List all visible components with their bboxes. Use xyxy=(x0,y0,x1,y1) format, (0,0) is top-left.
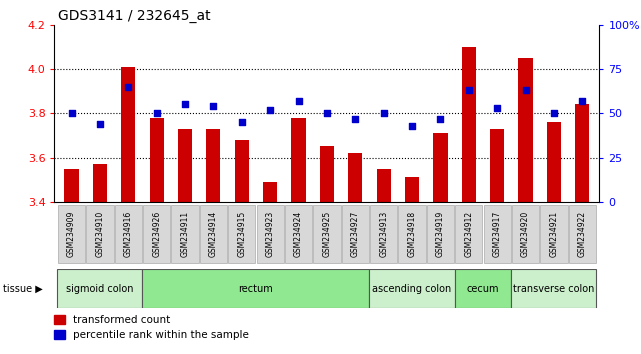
Bar xyxy=(376,169,391,202)
Point xyxy=(435,116,445,121)
Text: GSM234922: GSM234922 xyxy=(578,211,587,257)
Text: GSM234916: GSM234916 xyxy=(124,211,133,257)
Point xyxy=(407,123,417,129)
Point xyxy=(67,110,77,116)
Text: GSM234918: GSM234918 xyxy=(408,211,417,257)
Bar xyxy=(483,205,511,263)
Point xyxy=(151,110,162,116)
Bar xyxy=(228,205,255,263)
Bar xyxy=(115,205,142,263)
Bar xyxy=(149,118,163,202)
Bar xyxy=(57,269,142,308)
Bar xyxy=(121,67,135,202)
Bar xyxy=(206,129,221,202)
Point xyxy=(265,107,275,113)
Point xyxy=(208,103,219,109)
Text: GSM234923: GSM234923 xyxy=(265,211,274,257)
Bar xyxy=(462,47,476,202)
Bar xyxy=(58,205,85,263)
Text: GSM234927: GSM234927 xyxy=(351,211,360,257)
Point xyxy=(463,87,474,93)
Bar xyxy=(575,104,590,202)
Point xyxy=(123,84,133,90)
Bar xyxy=(405,177,419,202)
Point xyxy=(95,121,105,127)
Bar xyxy=(200,205,227,263)
Bar xyxy=(455,205,483,263)
Text: GSM234921: GSM234921 xyxy=(549,211,558,257)
Text: GSM234926: GSM234926 xyxy=(152,211,161,257)
Text: tissue ▶: tissue ▶ xyxy=(3,284,43,293)
Text: GSM234913: GSM234913 xyxy=(379,211,388,257)
Text: GSM234911: GSM234911 xyxy=(181,211,190,257)
Bar xyxy=(540,205,567,263)
Text: GSM234909: GSM234909 xyxy=(67,210,76,257)
Text: ascending colon: ascending colon xyxy=(372,284,452,293)
Text: GSM234925: GSM234925 xyxy=(322,211,331,257)
Text: GSM234912: GSM234912 xyxy=(464,211,473,257)
Bar xyxy=(512,205,539,263)
Bar xyxy=(87,205,113,263)
Bar xyxy=(263,182,278,202)
Point xyxy=(492,105,503,111)
Bar xyxy=(519,58,533,202)
Text: GSM234915: GSM234915 xyxy=(237,211,246,257)
Bar xyxy=(427,205,454,263)
Text: rectum: rectum xyxy=(238,284,273,293)
Bar xyxy=(547,122,561,202)
Bar xyxy=(454,269,512,308)
Bar xyxy=(348,153,362,202)
Bar xyxy=(285,205,312,263)
Text: transverse colon: transverse colon xyxy=(513,284,595,293)
Bar xyxy=(171,205,199,263)
Bar xyxy=(143,205,171,263)
Point xyxy=(520,87,531,93)
Text: cecum: cecum xyxy=(467,284,499,293)
Bar xyxy=(292,118,306,202)
Text: GSM234917: GSM234917 xyxy=(493,211,502,257)
Text: GSM234919: GSM234919 xyxy=(436,211,445,257)
Bar xyxy=(178,129,192,202)
Bar xyxy=(142,269,369,308)
Bar xyxy=(235,140,249,202)
Text: GSM234920: GSM234920 xyxy=(521,211,530,257)
Bar xyxy=(256,205,284,263)
Bar xyxy=(313,205,340,263)
Text: GSM234910: GSM234910 xyxy=(96,211,104,257)
Bar xyxy=(399,205,426,263)
Bar xyxy=(569,205,596,263)
Point xyxy=(350,116,360,121)
Bar xyxy=(369,269,454,308)
Bar xyxy=(512,269,597,308)
Bar xyxy=(490,129,504,202)
Point xyxy=(294,98,304,104)
Text: GSM234914: GSM234914 xyxy=(209,211,218,257)
Bar xyxy=(433,133,447,202)
Legend: transformed count, percentile rank within the sample: transformed count, percentile rank withi… xyxy=(54,315,249,340)
Point xyxy=(549,110,559,116)
Bar xyxy=(342,205,369,263)
Point xyxy=(577,98,587,104)
Bar xyxy=(64,169,79,202)
Text: GSM234924: GSM234924 xyxy=(294,211,303,257)
Text: sigmoid colon: sigmoid colon xyxy=(66,284,133,293)
Bar xyxy=(93,164,107,202)
Text: GDS3141 / 232645_at: GDS3141 / 232645_at xyxy=(58,9,210,23)
Bar xyxy=(320,147,334,202)
Point xyxy=(322,110,332,116)
Bar xyxy=(370,205,397,263)
Point xyxy=(237,119,247,125)
Point xyxy=(379,110,389,116)
Point xyxy=(180,102,190,107)
